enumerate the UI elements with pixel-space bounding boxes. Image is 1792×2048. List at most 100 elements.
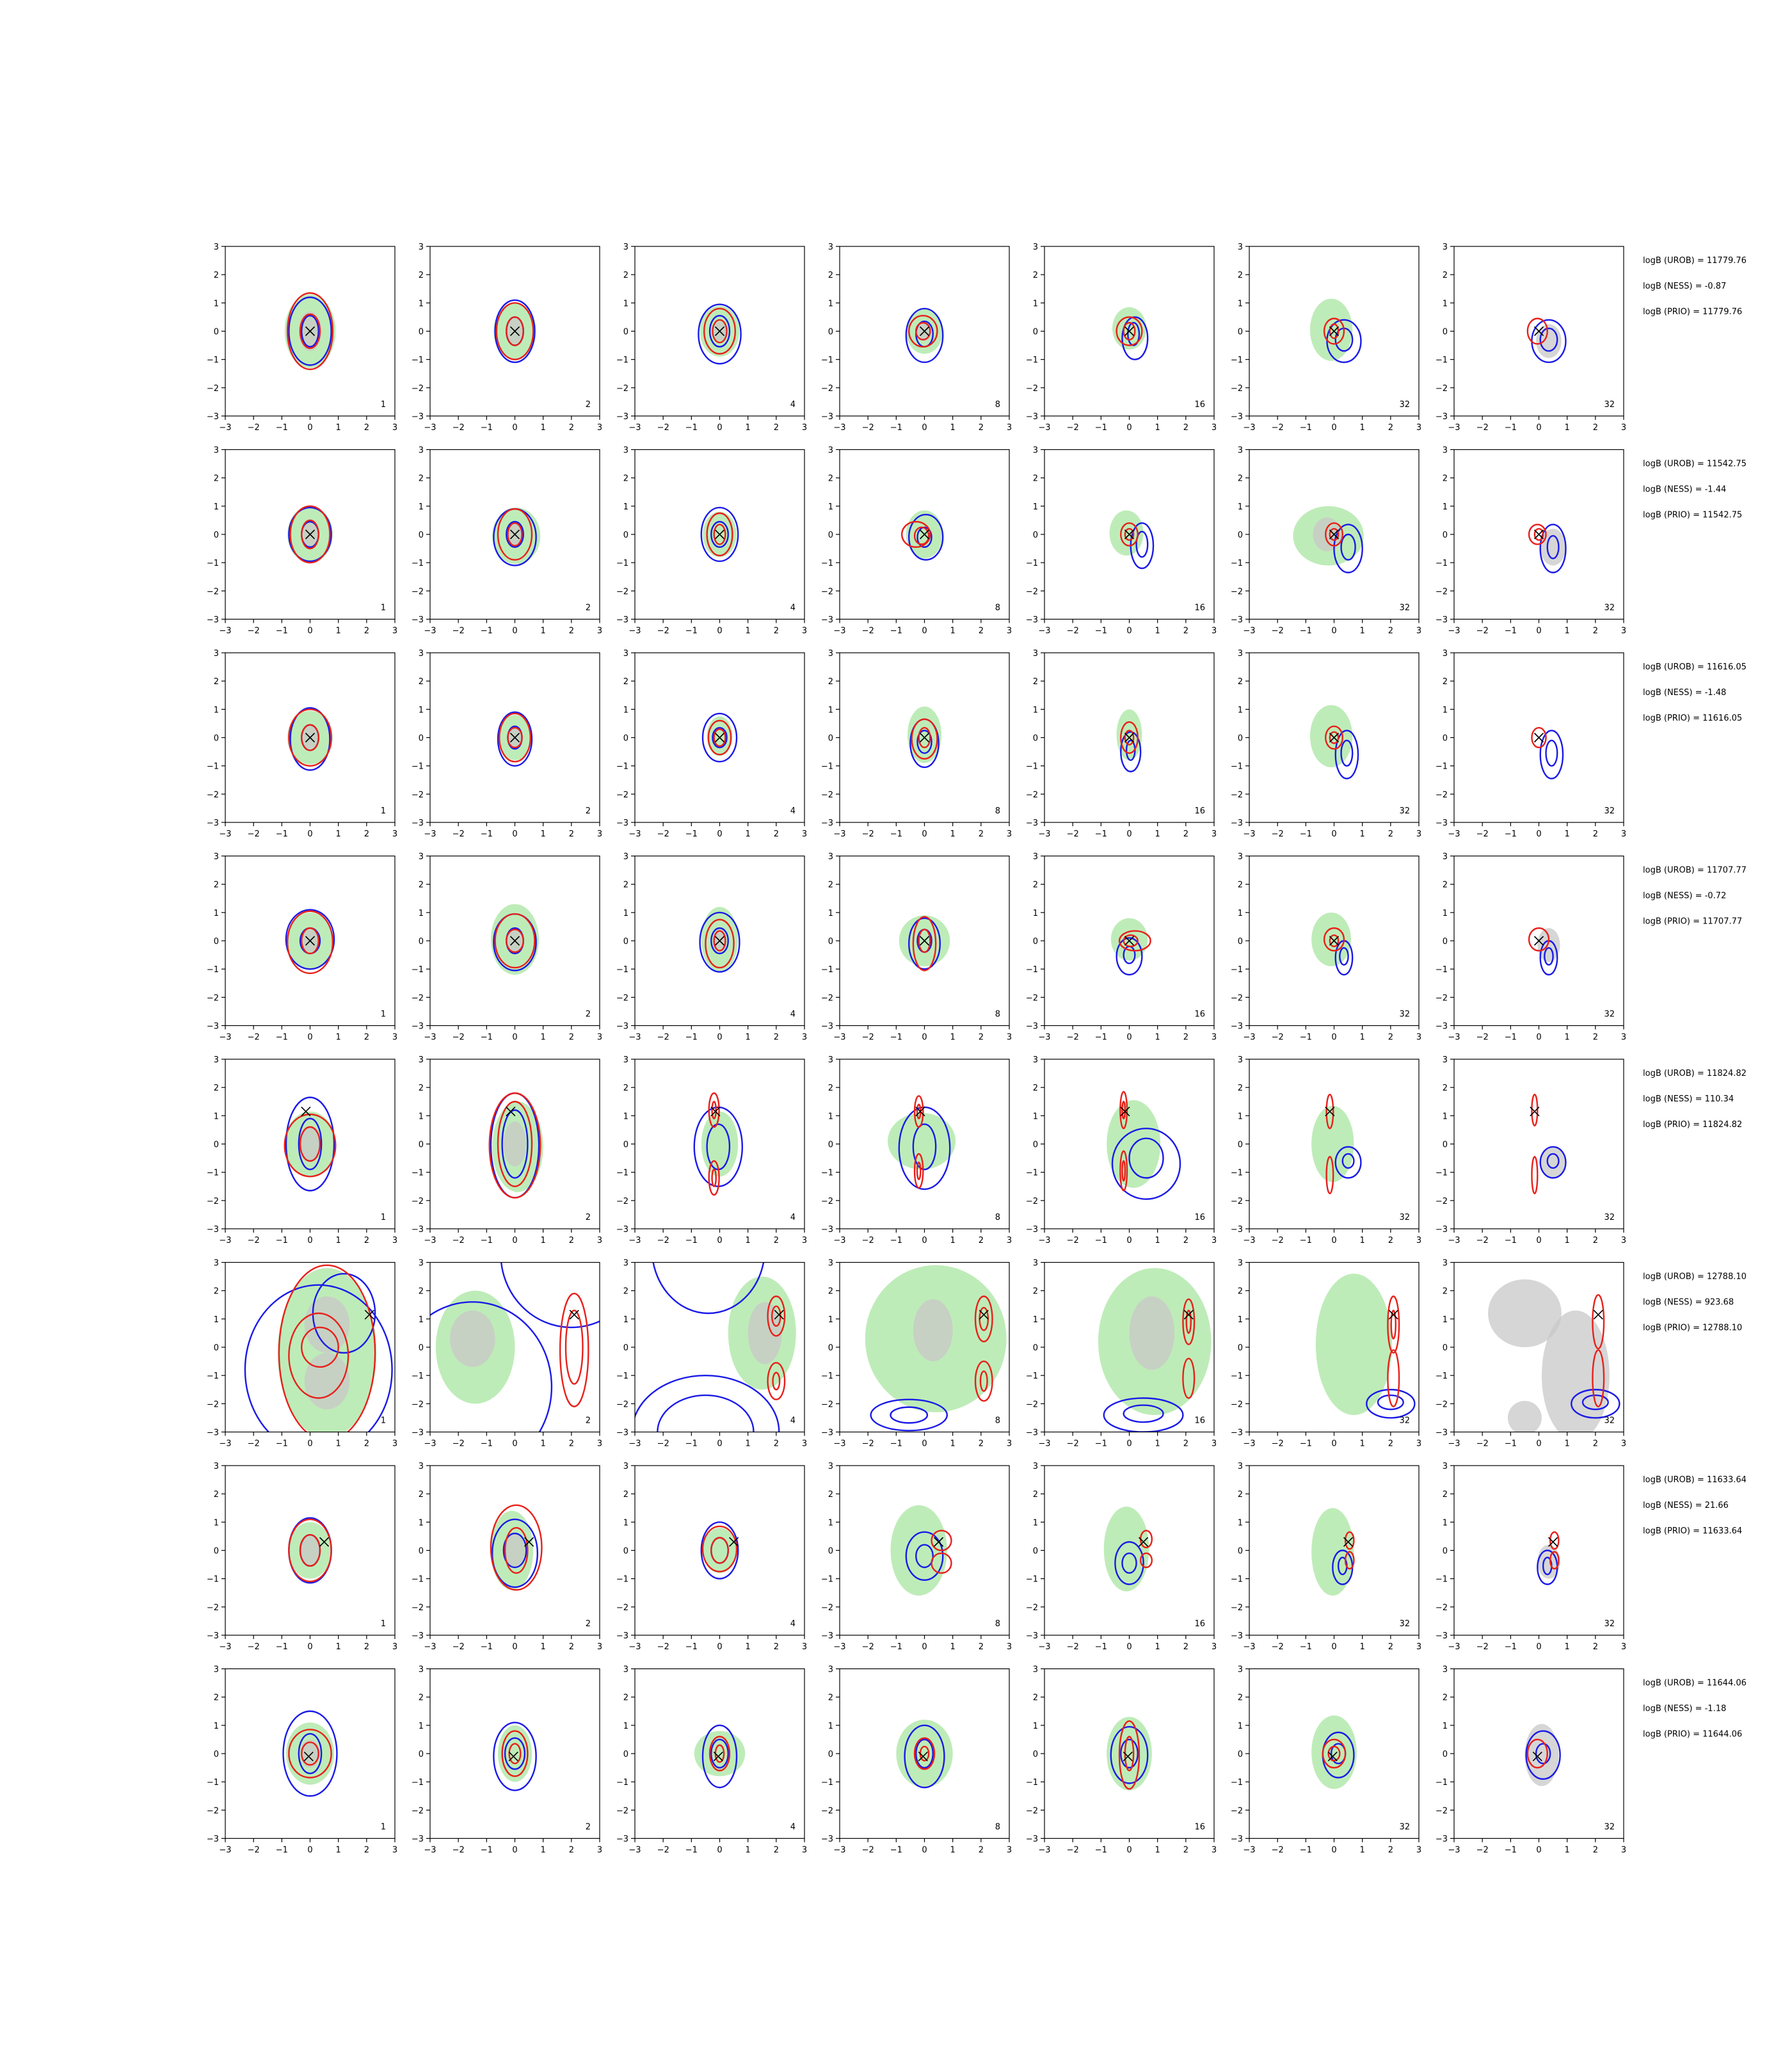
red-contour	[1182, 1298, 1196, 1345]
x-tick-label: −1	[1505, 1439, 1517, 1449]
x-tick-label: −3	[1448, 1846, 1460, 1855]
y-tick-label: 2	[419, 1693, 424, 1703]
y-tick-label: 0	[214, 937, 219, 947]
red-contour	[713, 524, 726, 545]
y-tick-label: 0	[1443, 328, 1448, 337]
red-contour	[1531, 726, 1547, 749]
red-contour	[1344, 1551, 1355, 1570]
y-tick-label: −3	[1436, 616, 1448, 625]
contour-panel: −3−3 −2 −2 −1 −1 0 0 1 1 2 2 3 3 32	[1436, 852, 1626, 1043]
contour-panel: −3−3 −2 −2 −1 −1 0 0 1 1 2 2 3 3 32	[1231, 1665, 1421, 1855]
x-tick-label: −2	[862, 627, 874, 636]
y-tick-label: 2	[214, 474, 219, 484]
y-tick-label: −1	[1231, 356, 1243, 365]
red-contour	[1325, 1156, 1334, 1194]
blue-contour	[1123, 1404, 1164, 1423]
y-tick-label: −3	[1231, 1428, 1243, 1438]
y-tick-label: 1	[828, 1112, 833, 1121]
red-contour	[915, 322, 931, 340]
x-tick-label: −2	[862, 1033, 874, 1043]
red-contour	[913, 526, 930, 545]
red-contour	[507, 522, 523, 547]
panel-label: 8	[995, 1213, 1000, 1222]
true-value-marker	[508, 1751, 518, 1761]
x-tick-label: 2	[1183, 1846, 1188, 1855]
x-tick-label: −1	[890, 627, 902, 636]
red-contour	[711, 1101, 717, 1119]
contour-panel: −3−3 −2 −2 −1 −1 0 0 1 1 2 2 3 3 1	[207, 852, 397, 1043]
x-tick-label: 0	[512, 1642, 517, 1652]
red-contour	[286, 910, 334, 974]
panel-plot-area	[1526, 317, 1567, 364]
x-tick-label: 0	[717, 423, 722, 433]
y-tick-label: −1	[412, 1169, 424, 1178]
panel-label: 1	[381, 1823, 386, 1832]
y-tick-label: 2	[419, 677, 424, 687]
x-tick-label: 0	[1126, 627, 1132, 636]
panel-label: 8	[995, 1010, 1000, 1020]
y-tick-label: −2	[1436, 1806, 1448, 1816]
x-tick-label: −3	[1448, 1439, 1460, 1449]
y-tick-label: 0	[1238, 1343, 1243, 1353]
blue-contour	[1341, 1153, 1355, 1169]
x-tick-label: −1	[1300, 423, 1312, 433]
y-tick-label: −1	[616, 356, 628, 365]
x-tick-label: 1	[950, 1236, 956, 1245]
x-tick-label: 1	[1360, 627, 1365, 636]
y-tick-label: −3	[207, 1835, 219, 1844]
y-tick-label: 2	[828, 677, 833, 687]
x-tick-label: −1	[276, 1033, 288, 1043]
x-tick-label: 3	[1621, 1642, 1626, 1652]
bayes-factor-label: logB (UROB) = 11779.76	[1643, 256, 1747, 266]
contour-panel: −3−3 −2 −2 −1 −1 0 0 1 1 2 2 3 3 8	[821, 243, 1012, 433]
y-tick-label: −3	[616, 412, 628, 422]
x-tick-label: −3	[1243, 1846, 1255, 1855]
red-contour	[301, 927, 319, 955]
y-tick-label: −2	[207, 1197, 219, 1206]
gray-density-region	[298, 1125, 322, 1163]
panel-label: 4	[790, 604, 796, 613]
x-tick-label: 3	[802, 1439, 807, 1449]
y-tick-label: 2	[419, 1490, 424, 1500]
y-tick-label: −3	[821, 1835, 833, 1844]
x-tick-label: 0	[1126, 423, 1132, 433]
y-tick-label: −1	[1436, 965, 1448, 975]
y-tick-label: 3	[1033, 1055, 1038, 1065]
x-tick-label: 1	[1155, 423, 1160, 433]
panel-row: −3−3−2−2−1−1001122331−3−3−2−2−1−10011223…	[207, 446, 1747, 636]
contour-panel: −3−3 −2 −2 −1 −1 0 0 1 1 2 2 3 3 2	[412, 243, 602, 433]
red-contour	[299, 1126, 321, 1162]
blue-contour	[1539, 1146, 1567, 1179]
x-tick-label: 0	[1126, 1033, 1132, 1043]
x-tick-label: −3	[1038, 1642, 1050, 1652]
y-tick-label: −1	[821, 1778, 833, 1788]
red-contour	[1592, 1294, 1605, 1350]
y-tick-label: 3	[623, 1259, 628, 1268]
y-tick-label: 1	[623, 909, 628, 918]
panel-label: 32	[1604, 1619, 1615, 1629]
x-tick-label: 3	[1416, 1236, 1421, 1245]
blue-contour	[298, 1117, 323, 1171]
y-tick-label: 2	[623, 474, 628, 484]
blue-contour	[1340, 533, 1356, 561]
y-tick-label: −1	[1436, 1575, 1448, 1585]
y-tick-label: 0	[623, 1140, 628, 1150]
contour-panel: −3−3 −2 −2 −1 −1 0 0 1 1 2 2 3 3 32	[1231, 649, 1421, 839]
red-contour	[1344, 1531, 1355, 1550]
y-tick-label: 0	[214, 1547, 219, 1556]
true-value-marker	[319, 1537, 330, 1547]
y-tick-label: 0	[214, 328, 219, 337]
x-tick-label: −2	[248, 423, 260, 433]
panel-label: 2	[586, 1213, 591, 1222]
panel-label: 2	[586, 1823, 591, 1832]
panel-label: 4	[790, 1619, 796, 1629]
y-tick-label: −1	[1026, 1169, 1038, 1178]
x-tick-label: 2	[1388, 423, 1393, 433]
green-density-region	[694, 1731, 746, 1777]
x-tick-label: 0	[307, 423, 312, 433]
panel-plot-area	[285, 909, 335, 974]
x-tick-label: −2	[452, 1642, 465, 1652]
x-tick-label: 3	[1212, 1033, 1217, 1043]
true-value-marker	[1532, 1751, 1542, 1761]
